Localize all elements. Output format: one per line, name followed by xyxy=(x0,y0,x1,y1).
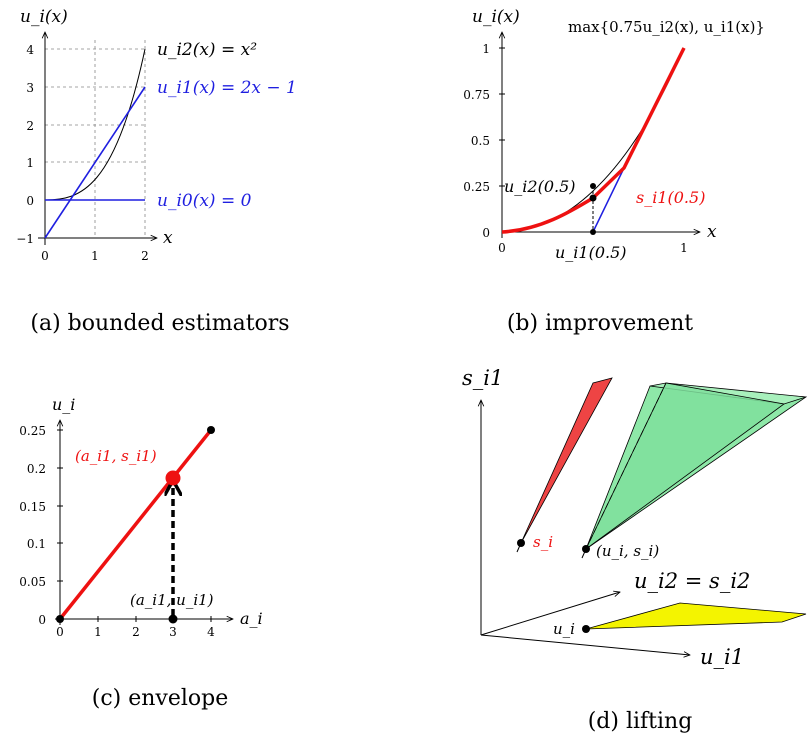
point-si1 xyxy=(589,194,597,202)
panel-a-xtick: 0 xyxy=(41,249,49,263)
label-axis-u2: u_i2 = s_i2 xyxy=(634,569,750,593)
panel-b-xtick: 1 xyxy=(680,241,688,255)
label-ui0: u_i0(x) = 0 xyxy=(157,191,252,211)
caption-b: (b) improvement xyxy=(507,311,693,336)
panel-c-xtick: 3 xyxy=(169,625,177,639)
panel-b-xtick: 0 xyxy=(498,241,506,255)
line-ui1 xyxy=(44,86,146,239)
label-si: s_i xyxy=(533,533,553,551)
panel-a-ytick: 3 xyxy=(26,81,34,95)
panel-a-grid xyxy=(45,40,146,239)
panel-c-ylabel: u_i xyxy=(52,395,75,414)
point-si xyxy=(517,539,525,547)
label-ui1: u_i1(x) = 2x − 1 xyxy=(157,78,297,98)
caption-a: (a) bounded estimators xyxy=(30,311,289,336)
panel-a-ytick: 0 xyxy=(26,194,34,208)
panel-c-xtick: 1 xyxy=(94,625,102,639)
label-ui1-point: u_i1(0.5) xyxy=(555,243,627,262)
label-ui2: u_i2(x) = x² xyxy=(157,40,257,60)
panel-b-ytick: 0.5 xyxy=(471,134,490,148)
label-max: max{0.75u_i2(x), u_i1(x)} xyxy=(568,18,765,36)
panel-b-ytick: 0 xyxy=(482,226,490,240)
point-origin xyxy=(56,615,64,623)
point-ui2 xyxy=(590,183,596,189)
panel-a-xlabel: x xyxy=(163,228,173,248)
panel-d-axis-u1 xyxy=(480,634,690,655)
panel-a-ytick: −1 xyxy=(16,232,34,246)
panel-b-ytick: 0.75 xyxy=(463,88,490,102)
panel-c: 0 1 2 3 4 0 0.05 0.1 0.15 0.2 0.25 u_i a… xyxy=(19,395,262,711)
panel-c-xtick: 0 xyxy=(56,625,64,639)
panel-b-yticks xyxy=(499,47,505,187)
panel-c-ytick: 0.05 xyxy=(19,575,46,589)
panel-b-ylabel: u_i(x) xyxy=(472,7,520,27)
panel-b-xlabel: x xyxy=(707,222,717,242)
panel-c-ytick: 0.1 xyxy=(27,537,46,551)
label-si1-point: s_i1(0.5) xyxy=(636,188,705,207)
caption-c: (c) envelope xyxy=(92,686,229,711)
panel-a-ylabel: u_i(x) xyxy=(20,7,68,27)
green-front-face xyxy=(585,382,785,550)
label-axis-u1: u_i1 xyxy=(700,645,744,669)
panel-c-xlabel: a_i xyxy=(240,609,263,628)
panel-a-xtick: 2 xyxy=(141,249,149,263)
panel-c-ytick: 0.15 xyxy=(19,500,46,514)
panel-c-xtick: 4 xyxy=(207,625,215,639)
caption-d: (d) lifting xyxy=(588,709,693,734)
panel-c-ytick: 0.25 xyxy=(19,424,46,438)
panel-c-ytick: 0 xyxy=(38,613,46,627)
panel-c-ytick: 0.2 xyxy=(27,462,46,476)
panel-a-ytick: 4 xyxy=(26,43,34,57)
envelope-line xyxy=(58,428,213,621)
line-ui1-b xyxy=(592,167,625,233)
green-hidden-edge xyxy=(585,382,667,550)
panel-a-xtick: 1 xyxy=(91,249,99,263)
panel-b: 0 1 0 0.25 0.5 0.75 1 u_i(x) x max{0.75u… xyxy=(463,7,765,336)
label-ui2-point: u_i2(0.5) xyxy=(504,177,576,196)
yellow-base xyxy=(585,602,807,630)
panel-d-axis-u2 xyxy=(480,592,620,636)
point-ui1 xyxy=(590,229,596,235)
point-ui xyxy=(582,625,590,633)
label-axis-s: s_i1 xyxy=(462,366,503,390)
panel-c-xtick: 2 xyxy=(132,625,140,639)
panel-d: s_i1 u_i2 = s_i2 u_i1 s_i (u_i, s_i) u_i… xyxy=(462,366,808,734)
red-wedge xyxy=(520,377,613,544)
panel-b-ytick: 0.25 xyxy=(463,180,490,194)
label-ai1-si1: (a_i1, s_i1) xyxy=(75,447,157,465)
point-ai1-si1 xyxy=(165,470,181,486)
point-end xyxy=(207,426,215,434)
panel-a-ytick: 2 xyxy=(26,119,34,133)
panel-b-ytick: 1 xyxy=(482,42,490,56)
panel-a-ytick: 1 xyxy=(26,156,34,170)
label-ui-si: (u_i, s_i) xyxy=(596,542,659,560)
panel-a: 0 1 2 −1 0 1 2 3 4 u_i(x) x u_i2(x) = x²… xyxy=(16,7,297,336)
label-ui: u_i xyxy=(553,620,575,638)
point-ui-si xyxy=(582,545,590,553)
point-ai1-ui1 xyxy=(168,614,178,624)
label-ai1-ui1: (a_i1, u_i1) xyxy=(130,591,214,609)
